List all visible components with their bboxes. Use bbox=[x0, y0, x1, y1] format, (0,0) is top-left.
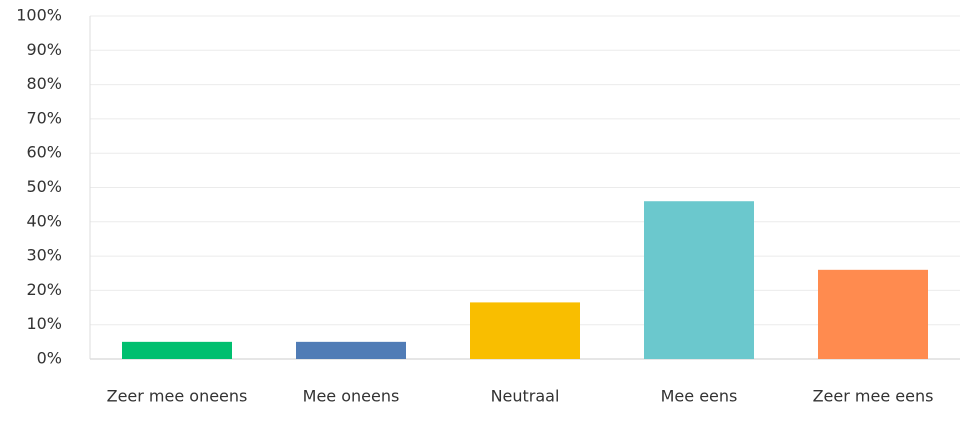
y-tick-label: 60% bbox=[26, 143, 62, 162]
y-tick-label: 10% bbox=[26, 314, 62, 333]
x-tick-label: Zeer mee eens bbox=[813, 387, 934, 406]
bar bbox=[644, 201, 754, 359]
bar bbox=[122, 341, 232, 359]
x-tick-label: Zeer mee oneens bbox=[107, 387, 248, 406]
y-tick-label: 90% bbox=[26, 40, 62, 59]
bar bbox=[296, 341, 406, 359]
y-tick-label: 20% bbox=[26, 280, 62, 299]
y-tick-label: 40% bbox=[26, 211, 62, 230]
y-tick-label: 50% bbox=[26, 177, 62, 196]
x-tick-label: Neutraal bbox=[491, 387, 560, 406]
x-tick-label: Mee oneens bbox=[303, 387, 400, 406]
y-tick-label: 0% bbox=[37, 349, 62, 368]
y-tick-label: 30% bbox=[26, 246, 62, 265]
bar bbox=[818, 269, 928, 359]
x-tick-label: Mee eens bbox=[661, 387, 738, 406]
y-tick-label: 70% bbox=[26, 108, 62, 127]
y-tick-label: 100% bbox=[16, 6, 62, 25]
y-tick-label: 80% bbox=[26, 74, 62, 93]
bar bbox=[470, 302, 580, 359]
